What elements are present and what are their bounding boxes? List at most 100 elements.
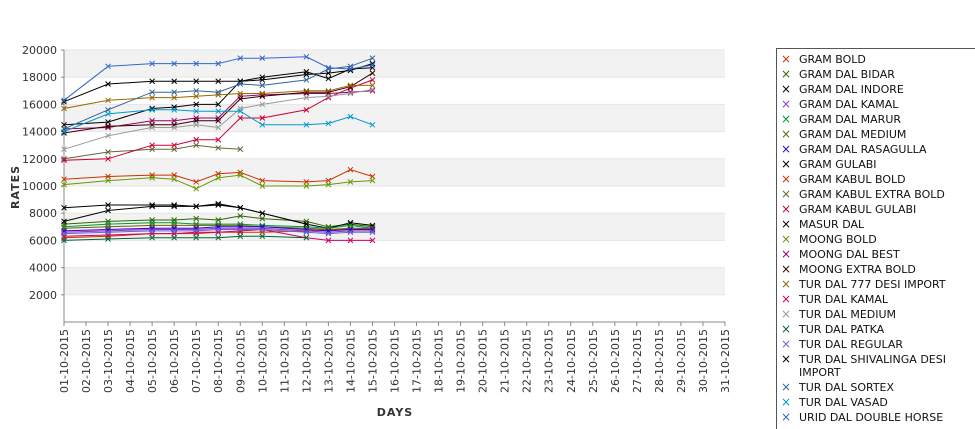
data-point (259, 90, 266, 97)
data-point (303, 87, 310, 94)
data-point (61, 146, 67, 153)
data-point (61, 218, 67, 225)
legend-label: TUR DAL MEDIUM (799, 308, 897, 321)
legend-item: × GRAM DAL BIDAR (777, 67, 975, 82)
legend-marker-icon: × (781, 67, 792, 81)
x-tick-label: 04-10-2015 (124, 329, 137, 393)
x-tick-label: 30-10-2015 (697, 329, 710, 393)
data-point (237, 226, 244, 233)
x-tick-label: 07-10-2015 (190, 329, 203, 393)
data-point (303, 121, 310, 128)
data-point (259, 177, 266, 184)
grid-bands (64, 50, 725, 295)
data-point (215, 117, 222, 124)
data-point (237, 233, 244, 240)
x-tick-label: 28-10-2015 (653, 329, 666, 393)
data-point (171, 234, 178, 241)
data-point (171, 202, 178, 208)
series-tur-dal-patka (61, 233, 310, 244)
data-point (215, 202, 222, 208)
data-point (149, 94, 155, 101)
data-point (325, 87, 332, 94)
x-tick-label: 22-10-2015 (521, 329, 534, 393)
series-line (63, 88, 373, 150)
data-point (171, 142, 178, 149)
data-point (325, 237, 332, 244)
legend-label: GRAM GULABI (799, 158, 877, 171)
legend-item: × TUR DAL KAMAL (777, 292, 975, 307)
legend-marker-icon: × (781, 262, 792, 276)
x-tick-label: 02-10-2015 (80, 329, 93, 393)
data-point (61, 105, 67, 112)
data-point (149, 60, 155, 67)
data-point (105, 236, 111, 242)
grid-lines (64, 49, 725, 296)
data-point (149, 117, 155, 124)
legend-marker-icon: × (781, 187, 792, 201)
x-tick-label: 23-10-2015 (543, 329, 556, 393)
data-point (105, 119, 111, 125)
data-point (259, 82, 266, 89)
legend-marker-icon: × (781, 337, 792, 351)
legend: × GRAM BOLD × GRAM DAL BIDAR × GRAM DAL INDOR… (776, 48, 975, 429)
data-point (303, 94, 310, 101)
data-point (369, 86, 376, 93)
chart: 2000 4000 6000 8000 10000 12000 14000 16000 1800… (9, 44, 732, 419)
data-point (237, 115, 244, 121)
legend-item: × TUR DAL MEDIUM (777, 308, 975, 322)
legend-item: × GRAM GULABI (777, 158, 975, 172)
legend-marker-icon: × (781, 352, 792, 366)
x-tick-label: 21-10-2015 (499, 329, 512, 393)
series-tur-dal-shivalinga-desi-import (61, 64, 376, 105)
grid-band (64, 267, 725, 295)
data-point (105, 111, 111, 117)
data-point (259, 183, 266, 189)
series-moong-bold (61, 172, 376, 192)
data-point (303, 221, 310, 227)
data-point (105, 81, 111, 87)
data-point (215, 145, 222, 151)
legend-item: × TUR DAL VASAD (777, 396, 975, 410)
data-point (193, 228, 200, 234)
legend-marker-icon: × (781, 292, 792, 306)
data-point (303, 77, 310, 83)
data-point (105, 229, 111, 236)
data-point (347, 66, 354, 72)
data-point (193, 179, 200, 185)
x-tick-label: 15-10-2015 (366, 329, 379, 393)
legend-label: TUR DAL SHIVALINGA DESI IMPORT (799, 353, 946, 379)
data-point (369, 121, 376, 128)
data-point (105, 63, 111, 70)
y-tick-label: 12000 (22, 153, 57, 166)
x-tick-label: 10-10-2015 (256, 329, 269, 393)
data-point (369, 237, 376, 244)
legend-marker-icon: × (781, 232, 792, 246)
series-line (63, 72, 373, 134)
data-point (61, 204, 67, 211)
data-point (259, 226, 266, 233)
legend-label: GRAM KABUL GULABI (799, 203, 917, 216)
data-point (215, 200, 222, 207)
legend-label: GRAM KABUL BOLD (799, 173, 906, 186)
data-point (149, 124, 155, 131)
data-point (61, 97, 67, 104)
series-gram-gulabi (61, 200, 310, 227)
data-point (347, 179, 354, 185)
x-tick-label: 19-10-2015 (455, 329, 468, 393)
legend-item: × GRAM DAL RASAGULLA (777, 142, 975, 157)
data-point (215, 101, 222, 108)
legend-label: GRAM DAL MEDIUM (799, 128, 907, 141)
y-tick-label: 2000 (29, 289, 57, 302)
data-point (215, 108, 222, 115)
x-tick-label: 12-10-2015 (300, 329, 313, 393)
x-tick-label: 03-10-2015 (102, 329, 115, 393)
series-line (63, 169, 373, 183)
data-point (105, 106, 111, 113)
data-point (61, 230, 67, 237)
legend-label: GRAM DAL BIDAR (799, 68, 895, 81)
legend-marker-icon: × (781, 142, 792, 156)
y-tick-label: 10000 (22, 180, 57, 193)
legend-marker-icon: × (781, 202, 792, 216)
data-point (171, 94, 178, 101)
legend-label: GRAM DAL RASAGULLA (799, 143, 927, 156)
